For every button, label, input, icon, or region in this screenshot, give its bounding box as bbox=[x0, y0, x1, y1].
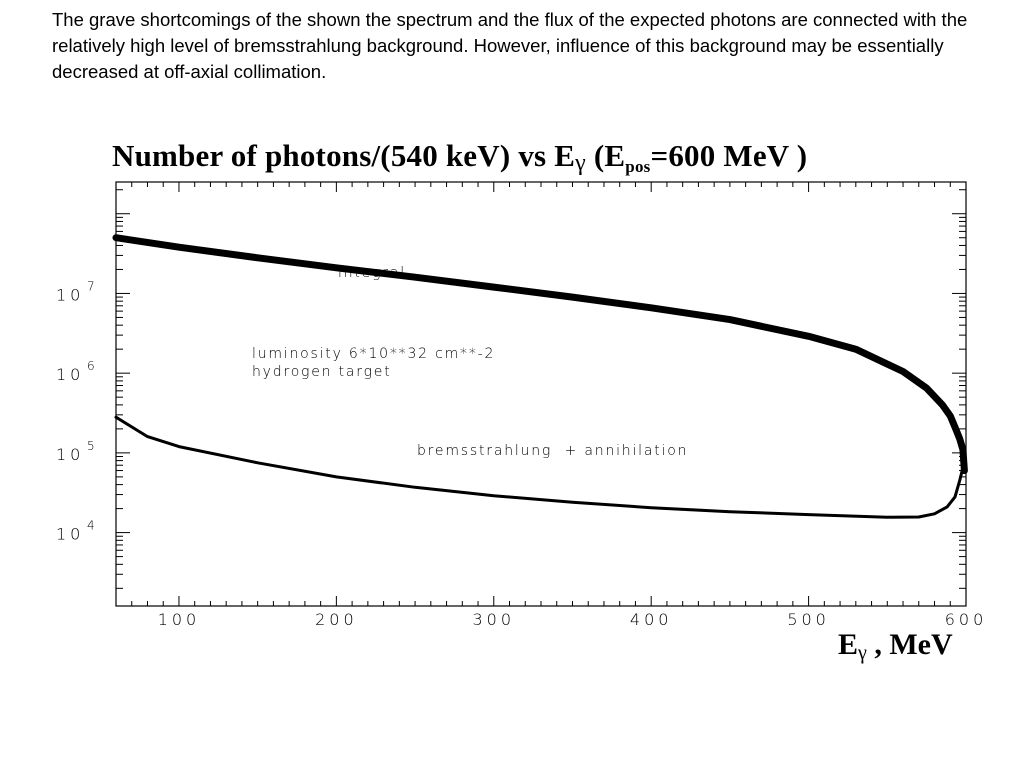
y-tick-label-base: 10 bbox=[56, 285, 84, 304]
minor-ticks bbox=[115, 182, 966, 606]
x-tick-label: 200 bbox=[315, 610, 358, 629]
x-axis-label-gamma: γ bbox=[858, 642, 867, 664]
series-line-integral bbox=[112, 234, 968, 475]
chart-title-gamma: γ bbox=[575, 150, 586, 176]
chart-title-pos: pos bbox=[625, 157, 651, 176]
major-ticks bbox=[116, 182, 967, 606]
x-tick-label: 600 bbox=[945, 610, 988, 629]
y-tick-label-exponent: 5 bbox=[87, 439, 95, 453]
plot-frame bbox=[115, 181, 967, 607]
y-tick-label-exponent: 7 bbox=[87, 279, 95, 293]
annotation-integral: integral bbox=[338, 265, 406, 281]
x-tick-label: 100 bbox=[158, 610, 201, 629]
x-axis-label-unit: , MeV bbox=[866, 628, 953, 661]
y-tick-label-exponent: 6 bbox=[87, 359, 95, 373]
annotation-target: hydrogen target bbox=[252, 364, 391, 380]
x-tick-label: 400 bbox=[630, 610, 673, 629]
x-axis-label-main: E bbox=[838, 628, 859, 661]
x-tick-label: 500 bbox=[787, 610, 830, 629]
x-tick-labels: 100 200 300 400 500 600 bbox=[158, 610, 988, 629]
annotation-brems: bremsstrahlung + annihilation bbox=[417, 443, 688, 459]
chart-title-open: (E bbox=[585, 138, 626, 173]
x-axis-label: Eγ , MeV bbox=[838, 628, 953, 665]
y-tick-label-base: 10 bbox=[56, 445, 84, 464]
chart-title-close: =600 MeV ) bbox=[650, 138, 808, 173]
series-layer bbox=[112, 234, 968, 519]
y-tick-label-base: 10 bbox=[56, 525, 84, 544]
caption-paragraph: The grave shortcomings of the shown the … bbox=[52, 9, 968, 82]
y-tick-label-base: 10 bbox=[56, 365, 84, 384]
chart-title-main: Number of photons/(540 keV) vs E bbox=[112, 138, 576, 173]
annotation-luminosity: luminosity 6*10**32 cm**-2 bbox=[252, 346, 495, 362]
chart-title: Number of photons/(540 keV) vs Eγ (Epos=… bbox=[112, 138, 972, 177]
y-tick-label-exponent: 4 bbox=[87, 519, 95, 533]
x-tick-label: 300 bbox=[473, 610, 516, 629]
series-line-bremsstrahlung bbox=[114, 415, 966, 519]
